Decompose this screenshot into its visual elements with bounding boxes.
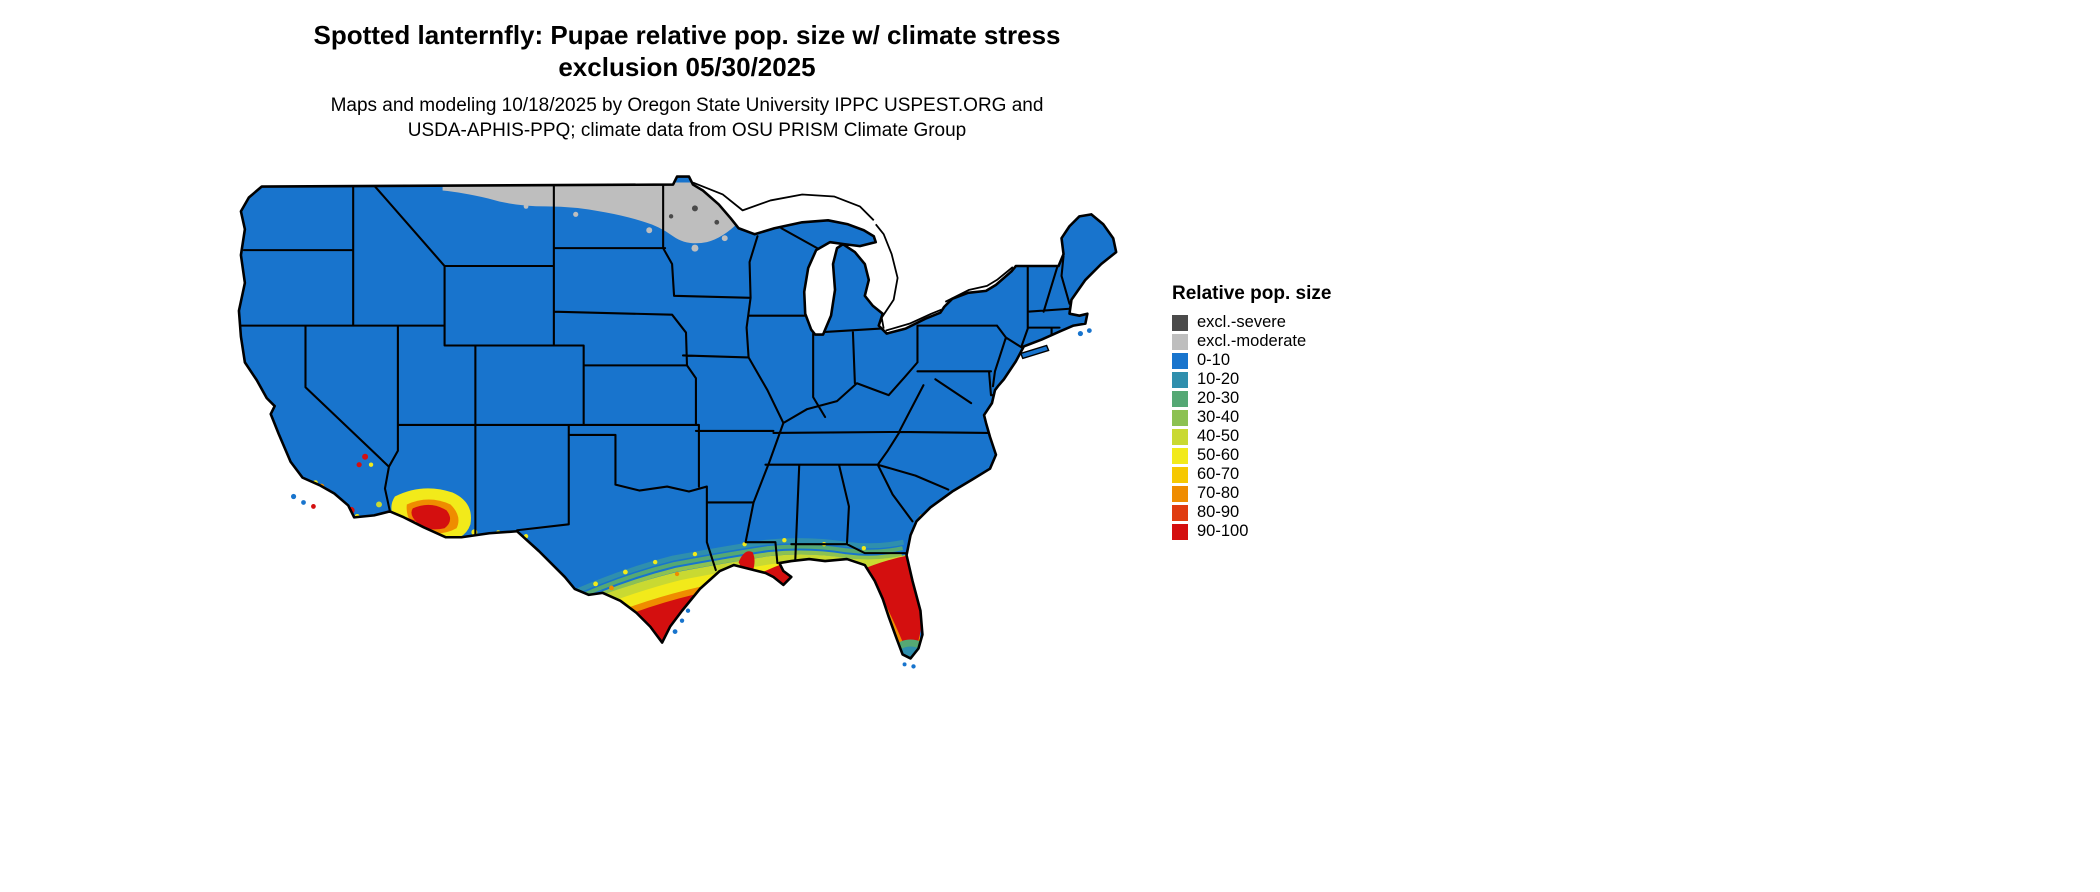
legend-swatch: [1172, 371, 1188, 388]
legend-item-label: 0-10: [1197, 351, 1231, 369]
legend-item: 80-90: [1172, 503, 1392, 522]
legend-item: 70-80: [1172, 484, 1392, 503]
offshore-islands: [290, 328, 1092, 669]
page-title-line2: exclusion 05/30/2025: [558, 52, 816, 82]
us-map-svg: [237, 175, 1118, 669]
legend-item-label: excl.-moderate: [1197, 332, 1307, 350]
us-map: [228, 166, 1142, 674]
state-borders: [238, 183, 1071, 572]
legend-swatch: [1172, 428, 1188, 445]
legend-item: 40-50: [1172, 427, 1392, 446]
legend-swatch: [1172, 333, 1188, 350]
legend-swatch: [1172, 466, 1188, 483]
international-border: [692, 181, 1014, 332]
legend-item-label: 90-100: [1197, 522, 1249, 540]
page-title-line1: Spotted lanternfly: Pupae relative pop. …: [313, 20, 1061, 50]
legend-item: excl.-severe: [1172, 313, 1392, 332]
legend-item-label: 70-80: [1197, 484, 1240, 502]
legend-swatch: [1172, 447, 1188, 464]
legend-item: 90-100: [1172, 522, 1392, 541]
legend-swatch: [1172, 409, 1188, 426]
page-subtitle-line1: Maps and modeling 10/18/2025 by Oregon S…: [330, 95, 1044, 116]
legend-swatch: [1172, 314, 1188, 331]
legend-item: 30-40: [1172, 408, 1392, 427]
legend-item: excl.-moderate: [1172, 332, 1392, 351]
legend-item-label: 30-40: [1197, 408, 1240, 426]
legend-item: 10-20: [1172, 370, 1392, 389]
legend-item-label: 80-90: [1197, 503, 1240, 521]
us-outline: [237, 175, 1118, 660]
legend-swatch: [1172, 504, 1188, 521]
legend-item-label: excl.-severe: [1197, 313, 1286, 331]
page-subtitle-line2: USDA-APHIS-PPQ; climate data from OSU PR…: [407, 120, 967, 141]
legend-swatch: [1172, 523, 1188, 540]
legend: Relative pop. size excl.-severe excl.-mo…: [1172, 283, 1392, 541]
legend-item-label: 60-70: [1197, 465, 1240, 483]
legend-item-label: 40-50: [1197, 427, 1240, 445]
legend-swatch: [1172, 352, 1188, 369]
legend-title: Relative pop. size: [1172, 283, 1332, 304]
legend-item: 60-70: [1172, 465, 1392, 484]
legend-item: 0-10: [1172, 351, 1392, 370]
legend-item: 20-30: [1172, 389, 1392, 408]
legend-item-label: 10-20: [1197, 370, 1240, 388]
legend-item-label: 50-60: [1197, 446, 1240, 464]
legend-swatch: [1172, 485, 1188, 502]
legend-swatch: [1172, 390, 1188, 407]
legend-item: 50-60: [1172, 446, 1392, 465]
legend-item-label: 20-30: [1197, 389, 1240, 407]
